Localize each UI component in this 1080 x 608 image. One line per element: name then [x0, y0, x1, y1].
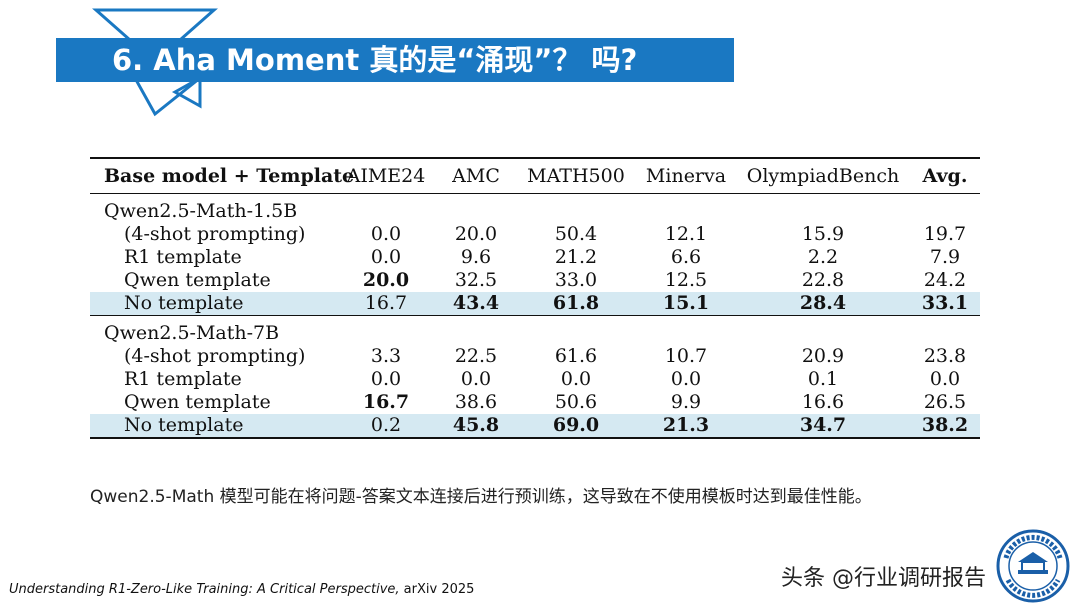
cell-minerva: 9.9: [670, 391, 702, 413]
header-math500: MATH500: [516, 157, 636, 194]
group-title-row: Qwen2.5-Math-1.5B: [90, 200, 980, 223]
group-model-name: Qwen2.5-Math-7B: [104, 322, 280, 344]
table-header-row: Base model + Template AIME24 AMC MATH500…: [90, 157, 980, 194]
row-template: R1 template: [124, 246, 242, 268]
university-seal-logo: [996, 529, 1070, 603]
table-row: (4-shot prompting) 0.0 20.0 50.4 12.1 15…: [90, 223, 980, 246]
cell-avg: 0.0: [929, 368, 961, 390]
cell-amc: 22.5: [454, 345, 498, 367]
results-table: Base model + Template AIME24 AMC MATH500…: [90, 157, 980, 439]
header-olympiadbench: OlympiadBench: [736, 157, 910, 194]
citation-venue: arXiv 2025: [399, 582, 475, 597]
cell-amc: 43.4: [436, 292, 516, 316]
slide-title: 6. Aha Moment 真的是“涌现”？ 吗?: [112, 43, 638, 77]
group-model-name: Qwen2.5-Math-1.5B: [104, 200, 298, 222]
row-template: No template: [90, 414, 336, 439]
cell-math500: 33.0: [554, 269, 598, 291]
table-row: Qwen template 16.7 38.6 50.6 9.9 16.6 26…: [90, 391, 980, 414]
cell-amc: 0.0: [460, 368, 492, 390]
row-template: Qwen template: [124, 391, 271, 413]
row-template: Qwen template: [124, 269, 271, 291]
cell-olympiadbench: 22.8: [801, 269, 845, 291]
header-avg: Avg.: [910, 157, 980, 194]
cell-olympiadbench: 20.9: [801, 345, 845, 367]
cell-aime24: 3.3: [370, 345, 402, 367]
cell-minerva: 21.3: [636, 414, 736, 439]
cell-olympiadbench: 16.6: [801, 391, 845, 413]
table-row-highlighted: No template 0.2 45.8 69.0 21.3 34.7 38.2: [90, 414, 980, 439]
cell-amc: 9.6: [460, 246, 492, 268]
cell-math500: 61.6: [554, 345, 598, 367]
row-template: (4-shot prompting): [124, 345, 306, 367]
cell-olympiadbench: 2.2: [807, 246, 839, 268]
cell-olympiadbench: 0.1: [807, 368, 839, 390]
cell-avg: 19.7: [923, 223, 967, 245]
watermark-text: 头条 @行业调研报告: [781, 566, 986, 591]
header-aime24: AIME24: [336, 157, 436, 194]
table-row: R1 template 0.0 9.6 21.2 6.6 2.2 7.9: [90, 246, 980, 269]
cell-math500: 61.8: [516, 292, 636, 316]
cell-avg: 33.1: [910, 292, 980, 316]
cell-amc: 45.8: [436, 414, 516, 439]
table-row: R1 template 0.0 0.0 0.0 0.0 0.1 0.0: [90, 368, 980, 391]
cell-avg: 24.2: [923, 269, 967, 291]
cell-minerva: 12.1: [664, 223, 708, 245]
cell-amc: 20.0: [454, 223, 498, 245]
row-template: No template: [90, 292, 336, 316]
cell-aime24: 0.0: [370, 368, 402, 390]
cell-aime24: 0.0: [370, 223, 402, 245]
cell-minerva: 0.0: [670, 368, 702, 390]
cell-olympiadbench: 34.7: [736, 414, 910, 439]
cell-minerva: 6.6: [670, 246, 702, 268]
cell-avg: 26.5: [923, 391, 967, 413]
cell-aime24: 20.0: [362, 269, 410, 291]
row-template: (4-shot prompting): [124, 223, 306, 245]
cell-avg: 7.9: [929, 246, 961, 268]
cell-aime24: 16.7: [336, 292, 436, 316]
cell-avg: 38.2: [910, 414, 980, 439]
cell-avg: 23.8: [923, 345, 967, 367]
citation-title: Understanding R1-Zero-Like Training: A C…: [9, 582, 400, 597]
header-base-model: Base model + Template: [90, 157, 354, 194]
table-row: Qwen template 20.0 32.5 33.0 12.5 22.8 2…: [90, 269, 980, 292]
cell-amc: 38.6: [454, 391, 498, 413]
citation: Understanding R1-Zero-Like Training: A C…: [9, 582, 474, 597]
cell-math500: 50.6: [554, 391, 598, 413]
table-row: (4-shot prompting) 3.3 22.5 61.6 10.7 20…: [90, 345, 980, 368]
row-template: R1 template: [124, 368, 242, 390]
slide-caption: Qwen2.5-Math 模型可能在将问题-答案文本连接后进行预训练，这导致在不…: [90, 487, 872, 507]
cell-minerva: 15.1: [636, 292, 736, 316]
cell-aime24: 16.7: [362, 391, 410, 413]
cell-math500: 50.4: [554, 223, 598, 245]
cell-aime24: 0.2: [336, 414, 436, 439]
title-banner: [56, 38, 734, 82]
cell-minerva: 10.7: [664, 345, 708, 367]
header-amc: AMC: [436, 157, 516, 194]
cell-olympiadbench: 28.4: [736, 292, 910, 316]
results-table-container: Base model + Template AIME24 AMC MATH500…: [90, 157, 980, 439]
cell-minerva: 12.5: [664, 269, 708, 291]
triangle-outline-side: [171, 75, 202, 109]
cell-math500: 69.0: [516, 414, 636, 439]
cell-math500: 21.2: [554, 246, 598, 268]
table-row-highlighted: No template 16.7 43.4 61.8 15.1 28.4 33.…: [90, 292, 980, 316]
group-title-row: Qwen2.5-Math-7B: [90, 322, 980, 345]
triangle-outline-top: [92, 8, 218, 64]
cell-math500: 0.0: [560, 368, 592, 390]
cell-amc: 32.5: [454, 269, 498, 291]
cell-aime24: 0.0: [370, 246, 402, 268]
header-minerva: Minerva: [636, 157, 736, 194]
cell-olympiadbench: 15.9: [801, 223, 845, 245]
